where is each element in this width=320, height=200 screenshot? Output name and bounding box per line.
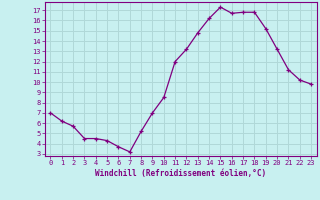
X-axis label: Windchill (Refroidissement éolien,°C): Windchill (Refroidissement éolien,°C) — [95, 169, 266, 178]
